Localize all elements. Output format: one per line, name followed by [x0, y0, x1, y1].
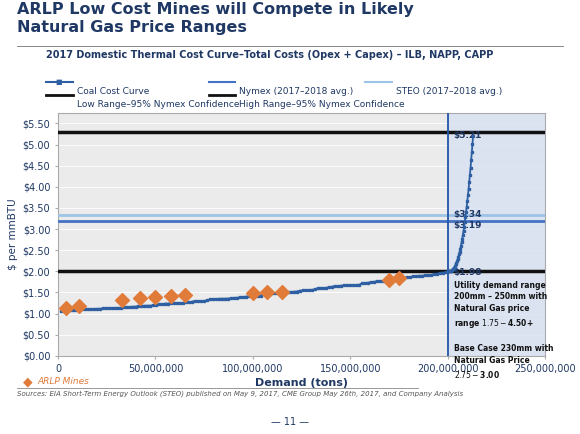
Text: Nymex (2017–2018 avg.): Nymex (2017–2018 avg.) [239, 87, 353, 96]
Text: ARLP Mines: ARLP Mines [38, 377, 89, 386]
Text: STEO (2017–2018 avg.): STEO (2017–2018 avg.) [396, 87, 502, 96]
Text: High Range–95% Nymex Confidence: High Range–95% Nymex Confidence [239, 100, 405, 109]
Point [394, 274, 404, 281]
Text: $3.19: $3.19 [454, 221, 482, 230]
Text: ■: ■ [56, 79, 63, 85]
Point [135, 295, 144, 302]
Point [385, 276, 394, 283]
Point [75, 303, 84, 310]
Text: $1.98: $1.98 [454, 268, 482, 277]
Text: ARLP Low Cost Mines will Compete in Likely: ARLP Low Cost Mines will Compete in Like… [17, 2, 414, 17]
Text: Low Range–95% Nymex Confidence: Low Range–95% Nymex Confidence [77, 100, 239, 109]
Text: Coal Cost Curve: Coal Cost Curve [77, 87, 149, 96]
Y-axis label: $ per mmBTU: $ per mmBTU [9, 198, 19, 270]
Text: — 11 —: — 11 — [271, 418, 309, 427]
Text: Sources: EIA Short-Term Energy Outlook (STEO) published on May 9, 2017, CME Grou: Sources: EIA Short-Term Energy Outlook (… [17, 391, 463, 397]
Text: Natural Gas Price Ranges: Natural Gas Price Ranges [17, 20, 247, 35]
X-axis label: Demand (tons): Demand (tons) [255, 378, 348, 388]
Text: 2017 Domestic Thermal Cost Curve–Total Costs (Opex + Capex) – ILB, NAPP, CAPP: 2017 Domestic Thermal Cost Curve–Total C… [46, 50, 494, 60]
Text: Utility demand range
200mm – 250mm with
Natural Gas price
range $1.75-$4.50+

Ba: Utility demand range 200mm – 250mm with … [454, 281, 553, 380]
Point [277, 288, 287, 295]
Point [118, 296, 127, 303]
Point [151, 293, 160, 300]
Text: $5.21: $5.21 [454, 131, 482, 140]
Point [166, 293, 176, 299]
Point [262, 289, 271, 296]
Point [61, 305, 70, 312]
Point [180, 292, 189, 299]
Point [248, 290, 258, 297]
Bar [448, 113, 545, 356]
Text: ◆: ◆ [23, 375, 33, 388]
Text: $3.34: $3.34 [454, 210, 482, 219]
